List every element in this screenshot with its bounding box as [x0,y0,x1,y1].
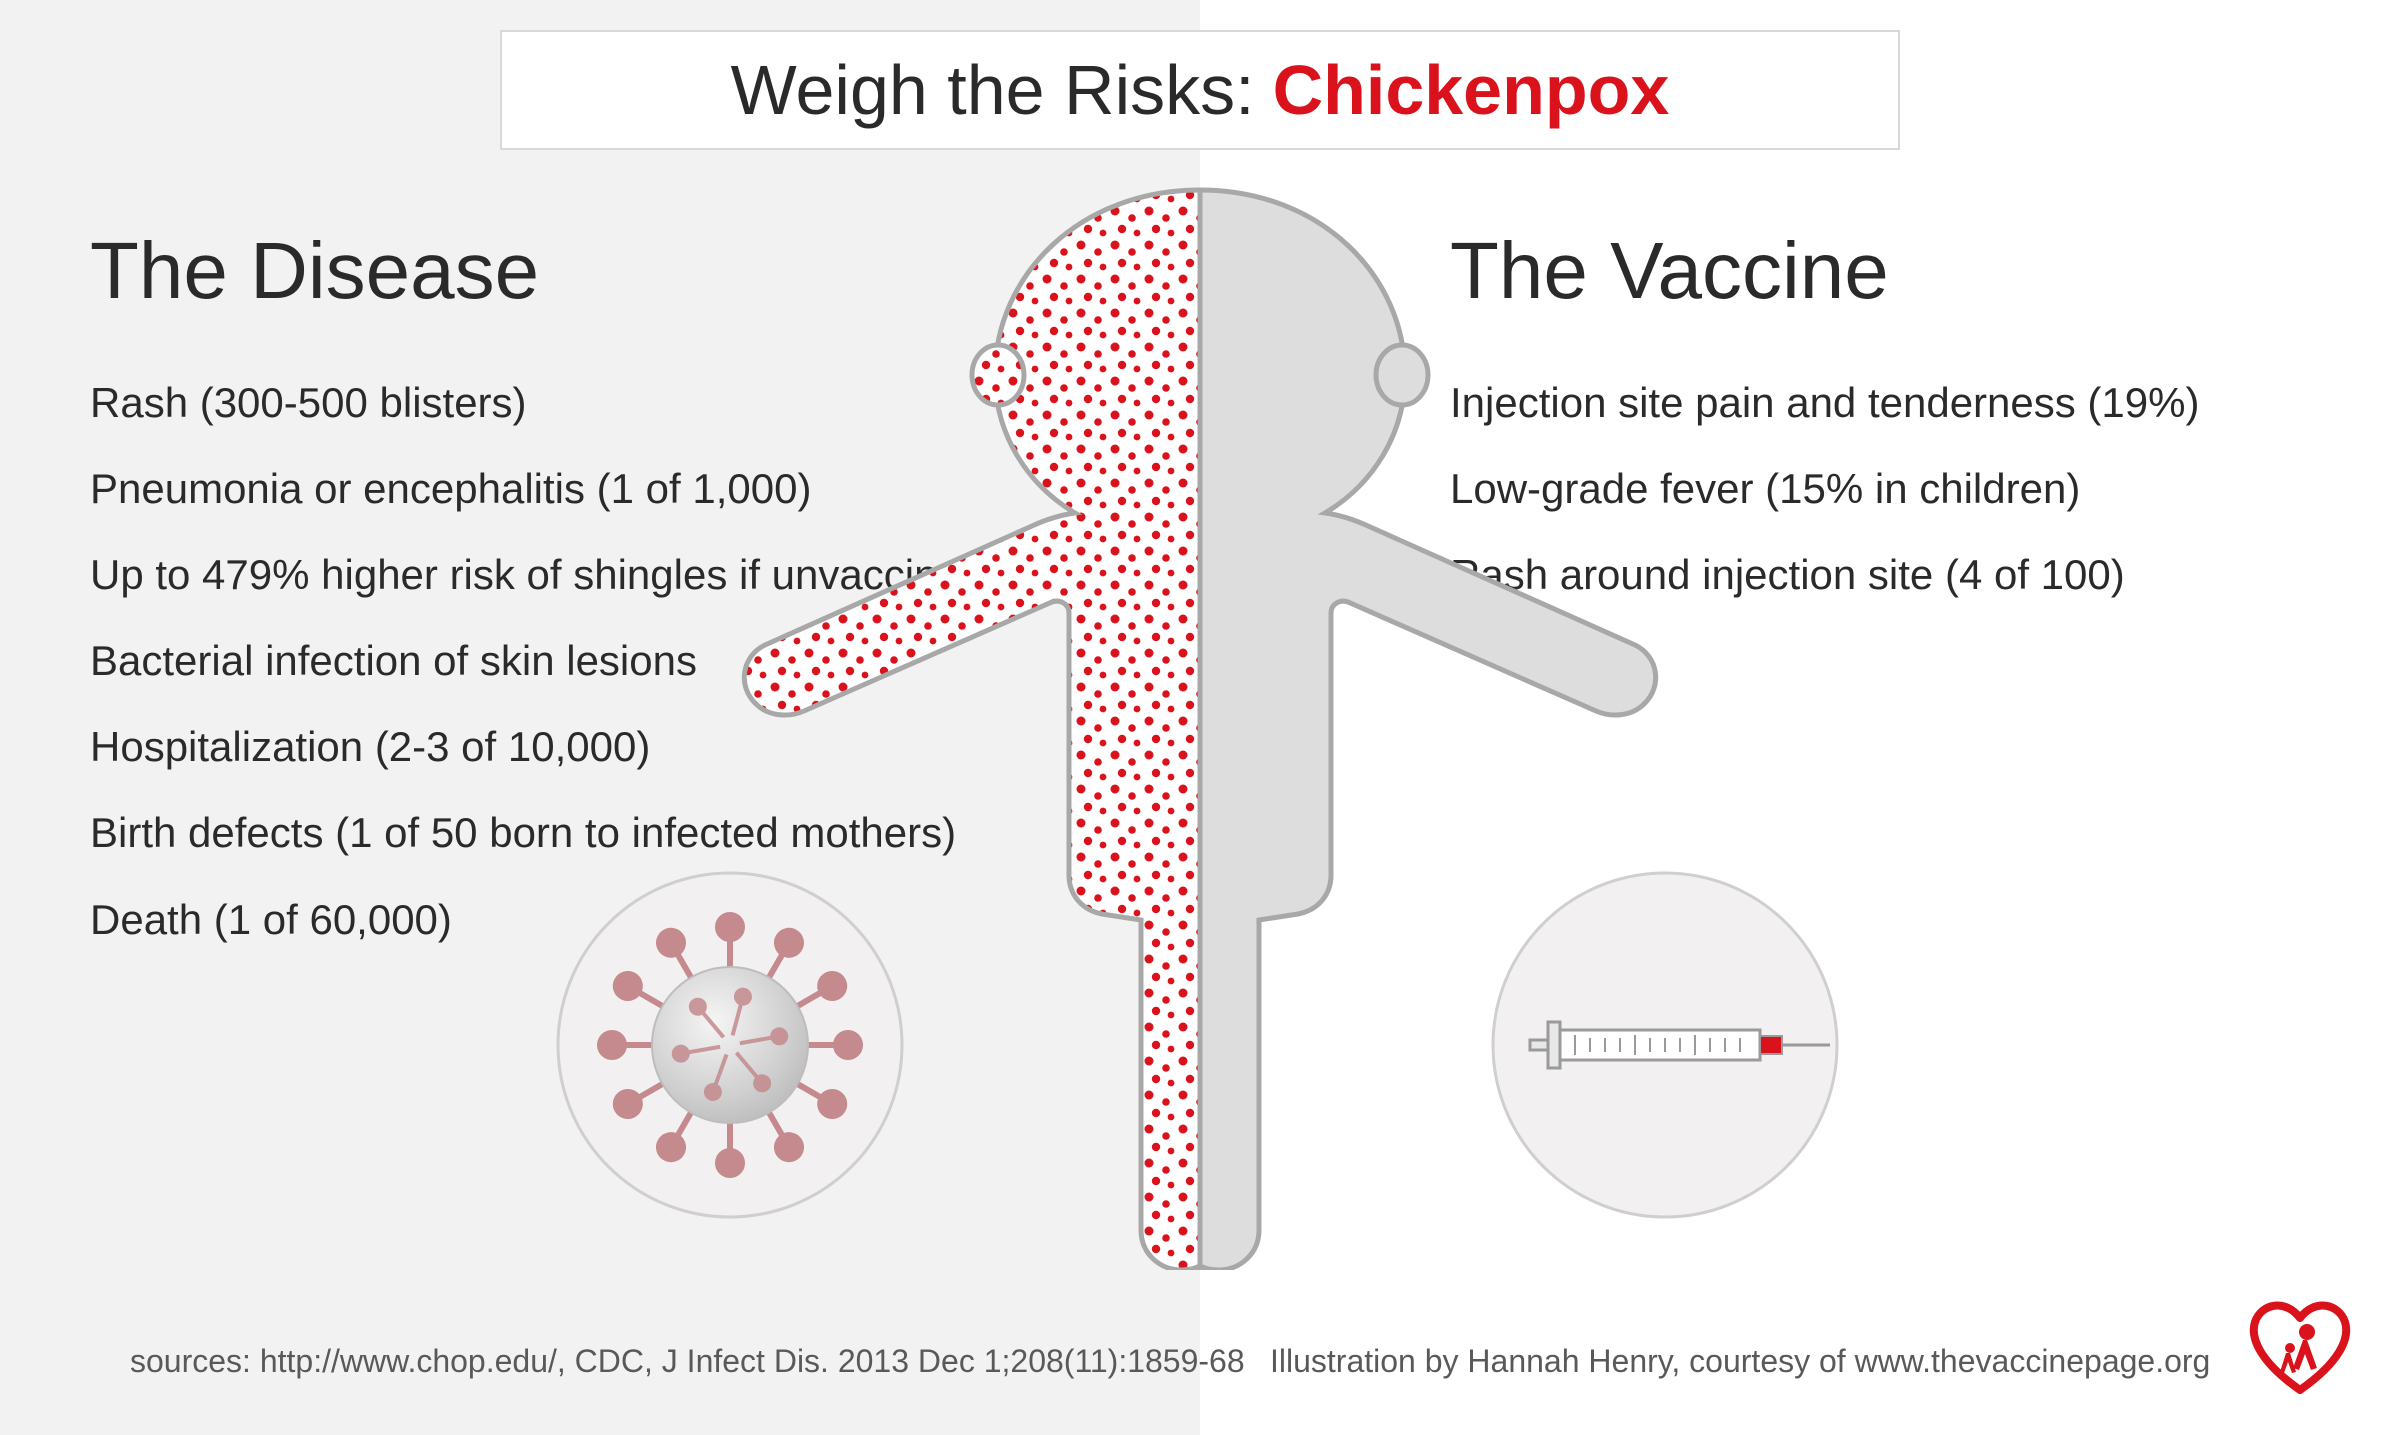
title-highlight: Chickenpox [1273,50,1670,130]
title-prefix: Weigh the Risks: [731,50,1255,130]
disease-title: The Disease [90,225,539,317]
footer-sources: sources: http://www.chop.edu/, CDC, J In… [130,1343,1245,1380]
virus-icon [555,870,905,1220]
syringe-icon [1490,870,1840,1220]
footer-credit: Illustration by Hannah Henry, courtesy o… [1270,1343,2210,1380]
logo-icon [2245,1290,2355,1400]
title-box: Weigh the Risks: Chickenpox [500,30,1900,150]
